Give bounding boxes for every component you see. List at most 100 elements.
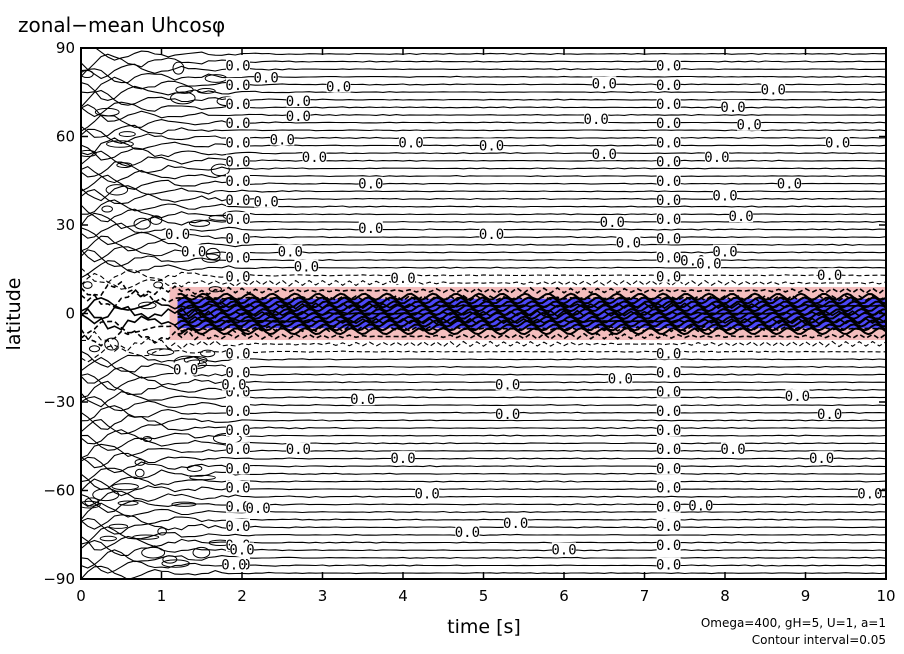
contour-label: 0.0 xyxy=(358,177,383,193)
contour-loop xyxy=(88,345,101,353)
contour-label-bg xyxy=(225,403,250,417)
contour-line xyxy=(81,246,886,263)
contour-line xyxy=(81,280,886,302)
contour-line xyxy=(81,396,886,412)
contour-label-bg xyxy=(656,192,681,206)
contour-label: 0.0 xyxy=(592,147,617,163)
equatorial-contour xyxy=(177,292,886,301)
y-axis: 90 60 30 0 −30 −60 −90 xyxy=(43,39,886,588)
contour-label: 0.0 xyxy=(656,250,681,266)
contour-label: 0.0 xyxy=(455,525,480,541)
contour-label: 0.0 xyxy=(608,371,633,387)
contour-label: 0.0 xyxy=(278,245,303,261)
contour-line xyxy=(81,434,886,451)
contour-line xyxy=(81,412,886,430)
equatorial-contour xyxy=(177,315,886,324)
contour-loop xyxy=(133,217,151,230)
contour-label: 0.0 xyxy=(358,221,383,237)
x-tick-label: 5 xyxy=(479,587,489,605)
contour-label-bg xyxy=(809,451,834,465)
contour-label-bg xyxy=(286,108,311,122)
y-tick-label: 60 xyxy=(56,128,75,146)
contour-label-bg xyxy=(479,138,504,152)
contour-label-bg xyxy=(286,94,311,108)
contour-label: 0.0 xyxy=(656,481,681,497)
contour-label-bg xyxy=(358,220,383,234)
y-tick-label: 90 xyxy=(56,39,75,57)
contour-label-bg xyxy=(225,97,250,111)
contour-label-bg xyxy=(270,132,295,146)
contour-label: 0.0 xyxy=(495,377,520,393)
contour-label: 0.0 xyxy=(825,135,850,151)
contour-label: 0.0 xyxy=(302,150,327,166)
contour-label: 0.0 xyxy=(656,212,681,228)
contour-label: 0.0 xyxy=(398,135,423,151)
contour-label: 0.0 xyxy=(656,538,681,554)
contour-label: 0.0 xyxy=(225,59,250,75)
contour-label-bg xyxy=(225,231,250,245)
contour-label: 0.0 xyxy=(270,132,295,148)
contour-label-bg xyxy=(584,111,609,125)
contour-label-bg xyxy=(656,58,681,72)
contour-label-bg xyxy=(592,76,617,90)
contour-label-bg xyxy=(230,542,254,556)
contour-loop xyxy=(153,281,164,289)
contour-label-bg xyxy=(225,77,250,91)
contour-line xyxy=(81,356,886,373)
contour-line xyxy=(81,391,886,408)
x-tick-label: 6 xyxy=(559,587,569,605)
contour-line xyxy=(81,199,886,215)
contour-lines xyxy=(81,48,886,579)
contour-label: 0.0 xyxy=(656,59,681,75)
contour-label-bg xyxy=(415,486,440,500)
contour-label: 0.0 xyxy=(720,100,745,116)
contour-label-bg xyxy=(721,442,746,456)
contour-label: 0.0 xyxy=(728,209,753,225)
contour-label-bg xyxy=(777,176,802,190)
contour-label-bg xyxy=(656,269,681,283)
contour-label-bg xyxy=(857,486,882,500)
contour-label-bg xyxy=(225,154,250,168)
contour-loop xyxy=(201,253,221,263)
contour-label: 0.0 xyxy=(656,231,681,247)
x-tick-label: 3 xyxy=(318,587,328,605)
contour-label: 0.0 xyxy=(225,212,250,228)
contour-label-bg xyxy=(688,498,713,512)
contour-loop xyxy=(161,559,190,568)
contour-label-bg xyxy=(302,150,327,164)
contour-label: 0.0 xyxy=(656,500,681,516)
contour-label-bg xyxy=(181,244,206,258)
contour-label-bg xyxy=(455,524,480,538)
contour-label: 0.0 xyxy=(245,501,270,517)
contour-label: 0.0 xyxy=(656,97,681,113)
contour-loop xyxy=(84,497,100,507)
contour-label: 0.0 xyxy=(584,112,609,128)
contour-label: 0.0 xyxy=(696,256,721,272)
contour-label: 0.0 xyxy=(656,346,681,362)
contour-loop xyxy=(186,465,203,472)
contour-label-bg xyxy=(294,259,319,273)
contour-label-bg xyxy=(173,362,198,376)
contour-label-bg xyxy=(326,79,351,93)
contour-label: 0.0 xyxy=(656,116,681,132)
contour-label-bg xyxy=(391,271,415,285)
contour-loop xyxy=(138,301,157,310)
contour-label-bg xyxy=(737,117,762,131)
contour-label-bg xyxy=(785,389,810,403)
contour-line xyxy=(81,189,886,205)
contour-label-bg xyxy=(350,392,375,406)
contour-interval-note: Contour interval=0.05 xyxy=(752,633,886,647)
contour-line xyxy=(81,204,886,223)
equatorial-contour xyxy=(177,307,886,317)
contour-label-bg xyxy=(225,346,250,360)
contour-label-bg xyxy=(817,406,842,420)
contour-label: 0.0 xyxy=(656,385,681,401)
contour-loop xyxy=(135,468,145,478)
contour-label-bg xyxy=(225,212,250,226)
contour-label-bg xyxy=(592,147,617,161)
x-axis: 0 1 2 3 4 5 6 7 8 9 10 xyxy=(76,48,896,605)
contour-label-bg xyxy=(656,403,681,417)
contour-label-bg xyxy=(479,226,504,240)
x-tick-label: 2 xyxy=(237,587,247,605)
